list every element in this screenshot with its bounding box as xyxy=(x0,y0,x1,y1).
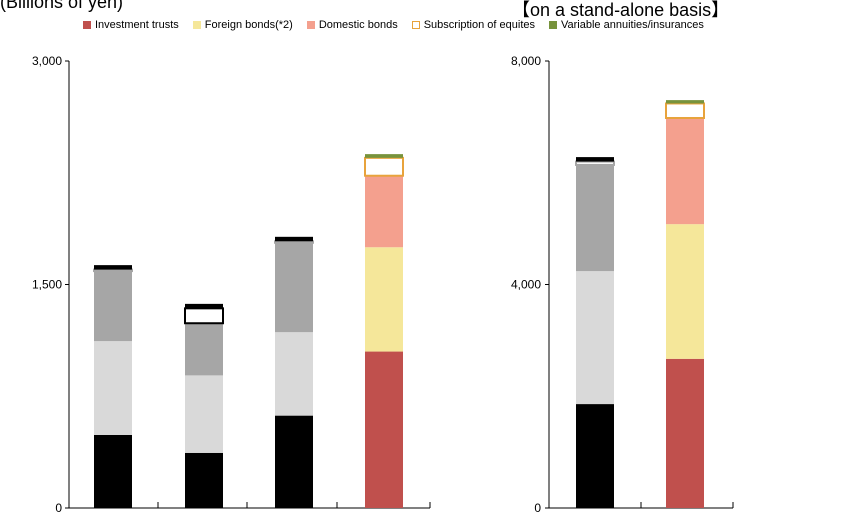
bar-segment xyxy=(275,332,313,416)
basis-label: 【on a stand-alone basis】 xyxy=(512,0,730,20)
bar-segment xyxy=(365,154,403,158)
bar-segment xyxy=(185,375,223,453)
bar-segment xyxy=(575,160,615,166)
bar-segment xyxy=(185,323,223,376)
y-unit-label: (Billions of yen) xyxy=(0,0,124,12)
bar-segment xyxy=(185,452,223,508)
legend-item-variable-annuities: Variable annuities/insurances xyxy=(549,19,704,31)
bar-segment xyxy=(274,240,314,244)
legend-swatch xyxy=(549,21,557,29)
legend-swatch xyxy=(306,21,315,29)
bar-segment xyxy=(576,404,614,508)
bar-segment xyxy=(576,164,614,272)
bar-segment xyxy=(666,224,704,359)
bar-segment xyxy=(275,415,313,508)
bar-segment xyxy=(184,307,224,325)
legend-swatch xyxy=(192,21,201,29)
y-tick-label: 8,000 xyxy=(511,54,541,68)
bar-segment xyxy=(94,434,132,508)
bar-segment xyxy=(94,265,132,270)
legend-item-domestic-bonds: Domestic bonds xyxy=(306,19,398,31)
legend-swatch xyxy=(83,21,91,29)
legend-label: Subscription of equites xyxy=(423,19,535,31)
y-tick-label: 1,500 xyxy=(32,278,62,292)
legend-swatch xyxy=(411,21,420,29)
bar-segment xyxy=(275,242,313,333)
legend-item-foreign-bonds: Foreign bonds(*2) xyxy=(192,19,293,31)
bar-segment xyxy=(275,236,313,242)
bar-segment xyxy=(185,303,223,309)
bar-segment xyxy=(665,102,705,119)
legend-label: Investment trusts xyxy=(95,19,179,31)
bar-segment xyxy=(93,268,133,273)
bar-segment xyxy=(666,117,704,225)
bar-segment xyxy=(576,271,614,405)
bar-segment xyxy=(365,175,403,248)
y-tick-label: 0 xyxy=(534,501,541,512)
bar-segment xyxy=(666,100,704,104)
y-tick-label: 3,000 xyxy=(32,54,62,68)
bar-segment xyxy=(364,156,404,177)
y-tick-label: 4,000 xyxy=(511,278,541,292)
legend-label: Foreign bonds(*2) xyxy=(204,19,293,31)
y-tick-label: 0 xyxy=(55,501,62,512)
bar-segment xyxy=(365,247,403,352)
legend: Investment trusts Foreign bonds(*2) Dome… xyxy=(83,19,704,31)
bar-segment xyxy=(576,157,614,162)
bar-segment xyxy=(94,271,132,342)
legend-item-subscription-of-equities: Subscription of equites xyxy=(411,19,535,31)
bar-segment xyxy=(365,351,403,508)
bar-segment xyxy=(94,341,132,435)
bar-segment xyxy=(666,358,704,508)
legend-label: Domestic bonds xyxy=(318,19,398,31)
legend-item-investment-trusts: Investment trusts xyxy=(83,19,179,31)
legend-label: Variable annuities/insurances xyxy=(561,19,704,31)
